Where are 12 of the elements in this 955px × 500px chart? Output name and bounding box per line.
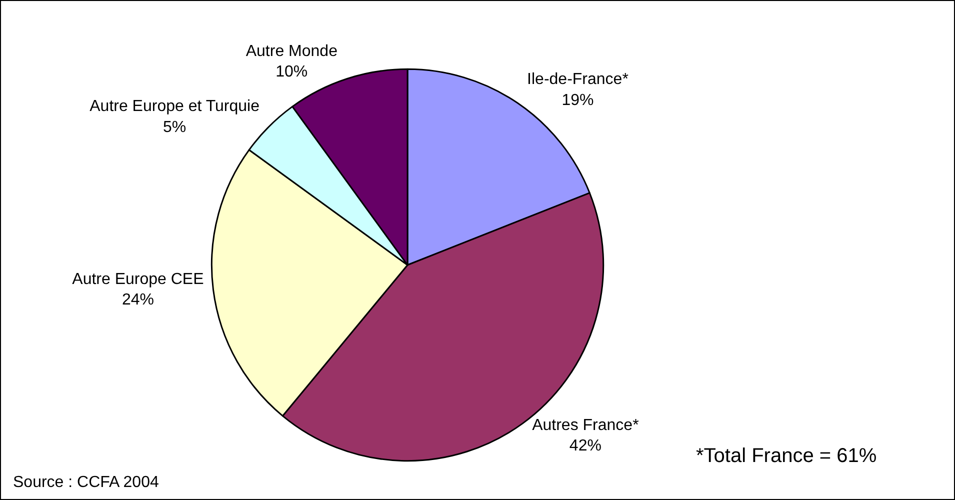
- slice-label: Autre Monde: [246, 42, 338, 60]
- data-label: 19%: [562, 92, 594, 109]
- slice-label: Ile-de-France*: [527, 71, 628, 88]
- data-label: 24%: [122, 292, 154, 309]
- source-note: Source : CCFA 2004: [13, 474, 159, 491]
- slice-label: Autre Europe et Turquie: [90, 98, 260, 116]
- data-label: 42%: [569, 438, 602, 455]
- slice-label: Autres France*: [532, 416, 639, 434]
- data-label: 5%: [162, 118, 186, 136]
- data-label: 10%: [276, 64, 308, 81]
- slice-label: Autre Europe CEE: [72, 270, 204, 288]
- text: *Total France = 61%: [696, 445, 877, 467]
